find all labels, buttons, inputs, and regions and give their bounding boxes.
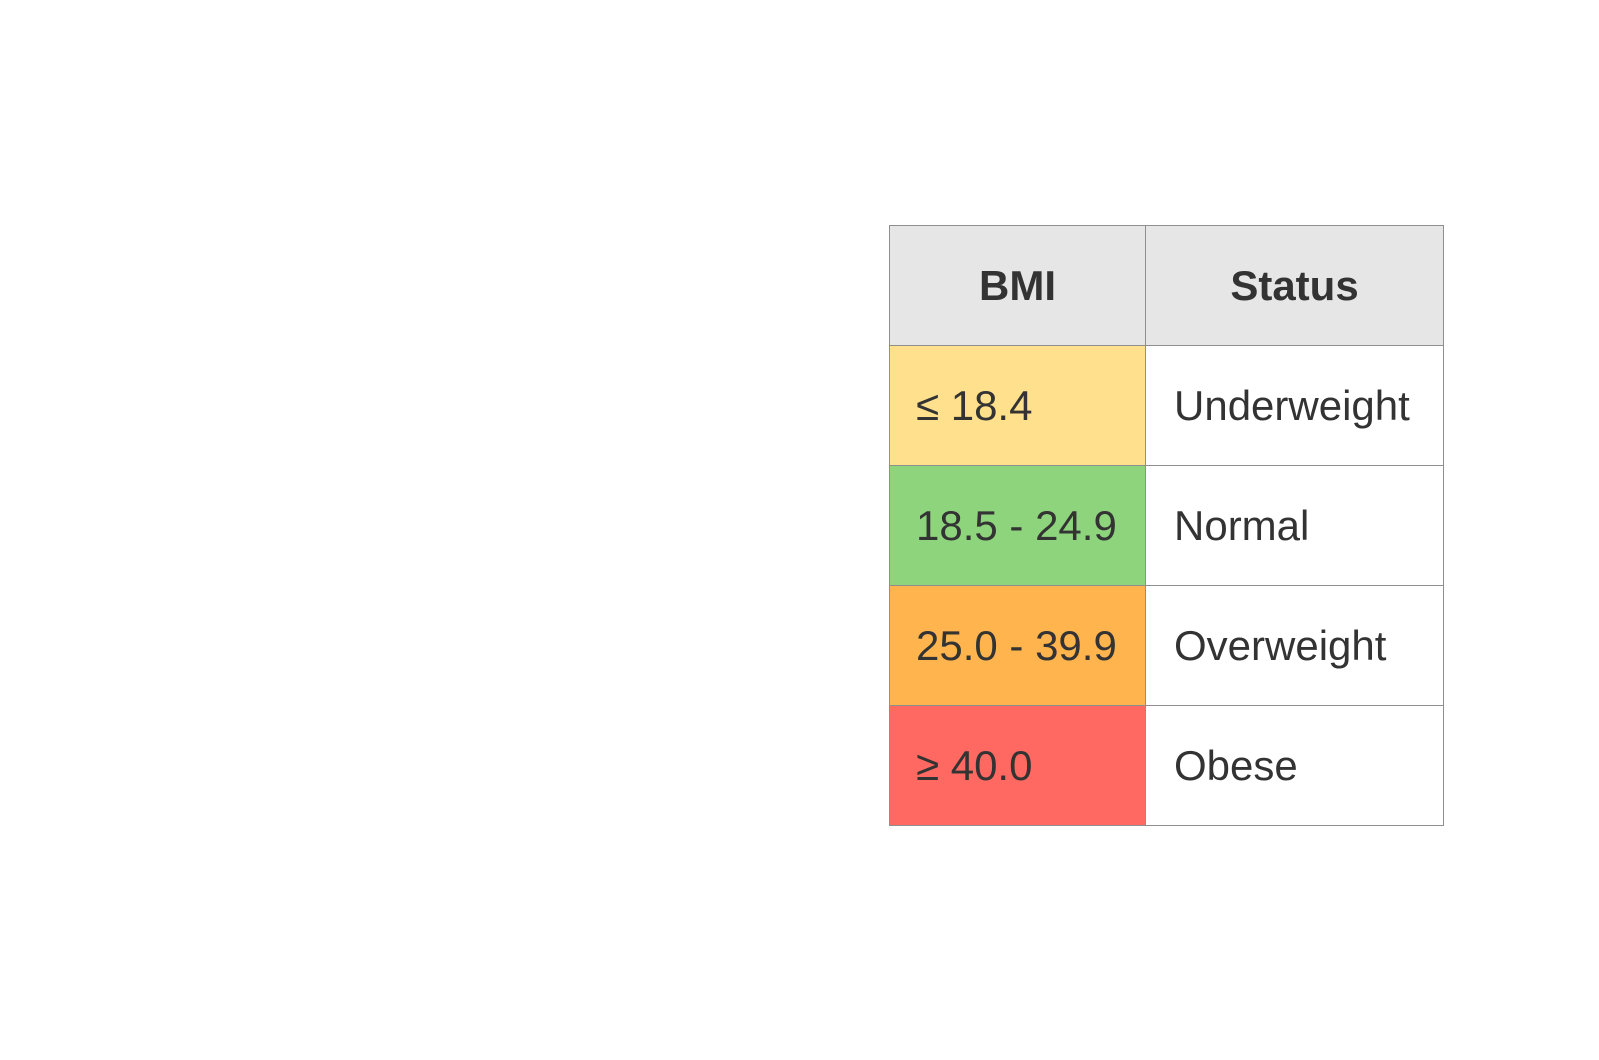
bmi-status-table: BMI Status ≤ 18.4 Underweight 18.5 - 24.… bbox=[889, 225, 1444, 826]
bmi-range-cell: ≤ 18.4 bbox=[889, 345, 1146, 466]
header-status: Status bbox=[1145, 225, 1444, 346]
status-cell: Obese bbox=[1145, 705, 1444, 826]
table-row: 18.5 - 24.9 Normal bbox=[889, 465, 1444, 586]
bmi-range-cell: 18.5 - 24.9 bbox=[889, 465, 1146, 586]
status-cell: Overweight bbox=[1145, 585, 1444, 706]
table-header: BMI Status bbox=[889, 225, 1444, 346]
table-row: ≤ 18.4 Underweight bbox=[889, 345, 1444, 466]
status-cell: Normal bbox=[1145, 465, 1444, 586]
table-row: 25.0 - 39.9 Overweight bbox=[889, 585, 1444, 706]
status-cell: Underweight bbox=[1145, 345, 1444, 466]
bmi-range-cell: 25.0 - 39.9 bbox=[889, 585, 1146, 706]
table-row: ≥ 40.0 Obese bbox=[889, 705, 1444, 826]
header-row: BMI Status bbox=[889, 225, 1444, 346]
bmi-range-cell: ≥ 40.0 bbox=[889, 705, 1146, 826]
table-body: ≤ 18.4 Underweight 18.5 - 24.9 Normal 25… bbox=[889, 345, 1444, 826]
header-bmi: BMI bbox=[889, 225, 1146, 346]
